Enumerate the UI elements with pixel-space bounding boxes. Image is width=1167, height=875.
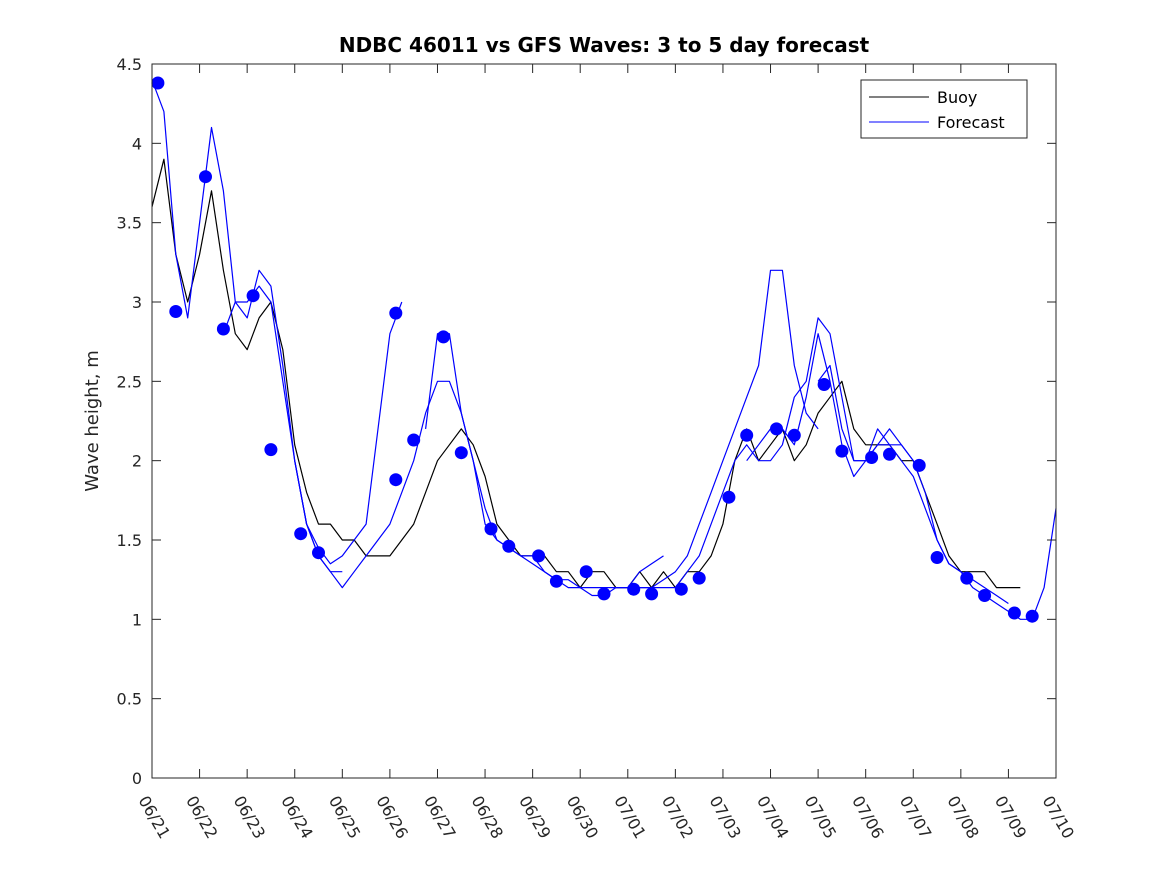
forecast-marker (722, 490, 736, 504)
forecast-marker (865, 451, 879, 464)
forecast-marker (787, 428, 801, 442)
y-tick-label: 3.5 (117, 214, 142, 233)
legend-box (860, 79, 1028, 139)
forecast-marker (264, 443, 278, 457)
y-tick-label: 0 (132, 769, 142, 788)
forecast-marker (169, 305, 183, 318)
y-tick-label: 3 (132, 293, 142, 312)
forecast-marker (645, 587, 659, 601)
forecast-marker (549, 574, 563, 588)
forecast-line (532, 269, 819, 597)
axes-box (151, 63, 1057, 779)
forecast-marker (883, 447, 896, 461)
legend: Buoy Forecast (860, 79, 1028, 139)
legend-label-forecast: Forecast (937, 113, 1005, 132)
forecast-marker (407, 433, 421, 447)
forecast-marker (151, 76, 165, 90)
forecast-marker (389, 306, 403, 320)
forecast-marker (502, 539, 516, 553)
forecast-marker (930, 551, 944, 564)
y-tick-label: 2.5 (117, 372, 142, 391)
forecast-marker (740, 428, 754, 442)
forecast-markers (151, 76, 1039, 623)
forecast-marker (312, 546, 325, 560)
forecast-marker (436, 330, 450, 344)
forecast-marker (692, 571, 706, 585)
forecast-marker (960, 571, 974, 585)
forecast-marker (389, 473, 403, 487)
forecast-marker (484, 522, 498, 536)
y-tick-label: 4 (132, 134, 142, 153)
y-axis: 0 0.5 1 1.5 2 2.5 3 3.5 4 4.5 (117, 55, 1056, 788)
forecast-marker (216, 322, 230, 336)
y-tick-label: 1 (132, 610, 142, 629)
y-tick-label: 2 (132, 452, 142, 471)
forecast-marker (454, 446, 468, 460)
y-tick-label: 1.5 (117, 531, 142, 550)
forecast-marker (597, 587, 611, 601)
y-tick-label: 4.5 (117, 55, 142, 74)
y-tick-label: 0.5 (117, 690, 142, 709)
forecast-marker (627, 582, 641, 596)
forecast-marker (912, 458, 926, 472)
forecast-marker (1007, 606, 1021, 620)
forecast-marker (674, 582, 688, 596)
y-axis-label: Wave height, m (82, 350, 103, 491)
buoy-series (151, 158, 1021, 589)
forecast-marker (1025, 609, 1039, 623)
forecast-marker (246, 289, 260, 303)
forecast-marker (199, 170, 212, 184)
forecast-marker (978, 589, 992, 602)
chart-title: NDBC 46011 vs GFS Waves: 3 to 5 day fore… (339, 33, 870, 57)
forecast-marker (835, 444, 849, 458)
forecast-marker (579, 565, 593, 579)
buoy-line (151, 158, 1021, 589)
forecast-marker (817, 378, 831, 391)
forecast-marker (770, 422, 783, 436)
forecast-marker (294, 527, 308, 541)
forecast-marker (532, 549, 546, 563)
legend-label-buoy: Buoy (937, 88, 977, 107)
